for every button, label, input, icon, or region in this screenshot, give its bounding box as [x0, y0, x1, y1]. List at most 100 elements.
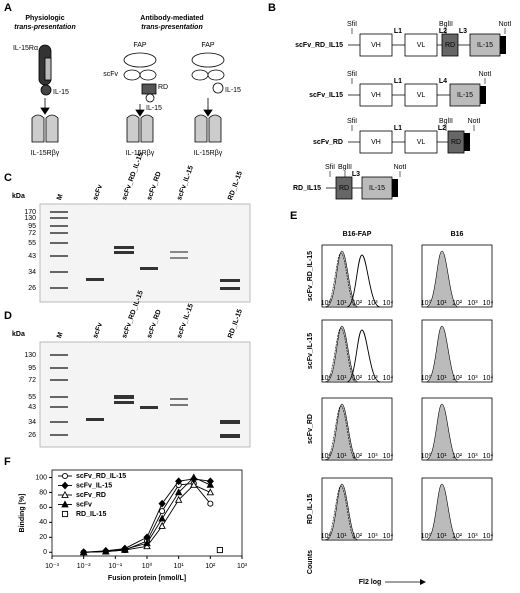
x-tick-label: 10¹ [336, 453, 347, 460]
domain [359, 83, 393, 107]
label: scFv [103, 71, 118, 78]
label: IL-15Rβγ [31, 150, 60, 157]
panel-letter: E [290, 210, 297, 222]
domain-label: VH [371, 139, 381, 146]
x-tick-label: 10³ [367, 453, 378, 460]
x-tick-label: 10¹ [436, 375, 447, 382]
lane-label: M [56, 193, 65, 201]
x-tick-label: 10² [205, 563, 216, 570]
ladder-label: 130 [24, 352, 36, 359]
domain-label: VL [417, 92, 426, 99]
ladder-label: 34 [28, 419, 36, 426]
x-tick-label: 10¹ [436, 300, 447, 307]
ladder-band [50, 232, 68, 234]
x-tick-label: 10⁴ [483, 375, 494, 382]
row-label: scFv_IL-15 [307, 333, 314, 369]
x-tick-label: 10¹ [436, 533, 447, 540]
marker [174, 495, 183, 503]
x-axis-label: Fusion protein [nmol/L] [108, 575, 186, 582]
ladder-band [50, 367, 68, 369]
marker [174, 488, 183, 496]
domain [447, 130, 465, 154]
end-cap [464, 133, 470, 151]
label: IL-15Rα [13, 45, 38, 52]
marker [102, 547, 110, 555]
ladder-label: 26 [28, 432, 36, 439]
histogram-sample [346, 254, 381, 308]
label: IL-15 [225, 87, 241, 94]
marker [159, 508, 166, 515]
gel-d [39, 341, 251, 448]
x-tick-label: 10⁰ [421, 374, 432, 382]
domain [404, 130, 438, 154]
panel-title: Physiologic [25, 15, 64, 22]
x-tick-label: 10² [352, 375, 363, 382]
label: FAP [133, 42, 147, 49]
marker [121, 545, 129, 553]
domain-label: RD [445, 42, 455, 49]
domain-label: VH [371, 92, 381, 99]
x-tick-label: 10⁰ [142, 562, 153, 570]
x-tick-label: 10⁴ [383, 375, 394, 382]
ladder-band [50, 225, 68, 227]
marker [206, 488, 215, 496]
y-axis-label: Binding [%] [19, 494, 26, 533]
marker [216, 546, 223, 554]
x-tick-label: 10⁴ [483, 533, 494, 540]
marker [190, 480, 198, 488]
marker [79, 548, 88, 556]
x-tick-label: 10⁰ [321, 452, 332, 460]
x-tick-label: 10³ [367, 533, 378, 540]
domain-label: IL-15 [369, 185, 385, 192]
column-title: B16-FAP [343, 231, 372, 238]
histogram-control [425, 325, 459, 383]
domain [335, 176, 353, 200]
y-tick-label: 20 [39, 534, 47, 541]
y-tick-label: 40 [39, 519, 47, 526]
x-tick-label: 10² [352, 453, 363, 460]
linker-label: L3 [459, 28, 467, 35]
ladder-band [50, 217, 68, 219]
site-label: BglII [439, 118, 453, 125]
legend-marker [61, 481, 69, 490]
ladder-label: 55 [28, 394, 36, 401]
ladder-label: 26 [28, 285, 36, 292]
ladder-band [50, 242, 68, 244]
x-tick-label: 10² [452, 375, 463, 382]
domain [441, 33, 459, 57]
linker-label: L1 [394, 78, 402, 85]
legend-label: scFv_IL-15 [76, 482, 112, 489]
site-label: SfiI [347, 118, 357, 125]
legend-marker [61, 472, 69, 480]
x-tick-label: 10³ [467, 375, 478, 382]
x-tick-label: 10⁰ [421, 299, 432, 307]
linker-label: L2 [438, 125, 446, 132]
domain [359, 130, 393, 154]
ladder-label: 72 [28, 377, 36, 384]
y-tick-label: 60 [39, 504, 47, 511]
x-tick-label: 10² [452, 300, 463, 307]
linker-label: L1 [394, 125, 402, 132]
ladder-label: 34 [28, 269, 36, 276]
marker [158, 499, 166, 508]
histogram-control [325, 325, 359, 383]
domain-label: IL-15 [477, 42, 493, 49]
row-label: scFv_RD [307, 414, 314, 444]
domain-label: VL [417, 42, 426, 49]
domain-label: IL-15 [457, 92, 473, 99]
domain-label: VH [371, 42, 381, 49]
ladder-band [50, 271, 68, 273]
histogram-control [325, 483, 359, 541]
row-label: RD_IL-15 [307, 494, 314, 524]
marker [206, 480, 215, 488]
x-tick-label: 10⁴ [483, 300, 494, 307]
x-tick-label: 10⁻² [77, 563, 91, 570]
marker [143, 539, 151, 547]
panel-letter: C [4, 172, 12, 184]
x-tick-label: 10¹ [336, 300, 347, 307]
ladder-label: 55 [28, 240, 36, 247]
panel-letter: A [4, 2, 12, 14]
site-label: BglII [439, 21, 453, 28]
x-tick-label: 10⁻¹ [108, 563, 122, 570]
